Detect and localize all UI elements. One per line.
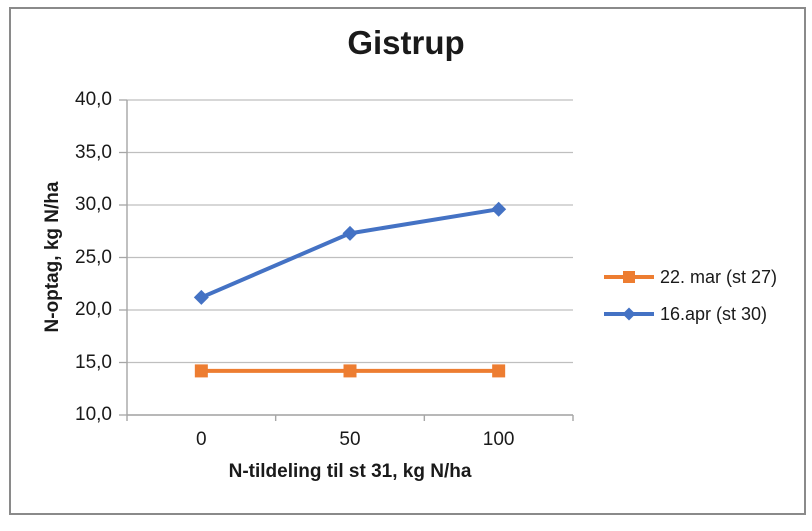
legend-diamond-marker-icon: [604, 307, 654, 321]
square-marker: [194, 364, 208, 378]
legend-square-marker-icon: [604, 271, 654, 283]
square-marker: [343, 364, 357, 378]
x-axis-title: N-tildeling til st 31, kg N/ha: [228, 461, 472, 482]
legend: 22. mar (st 27) 16.apr (st 30): [603, 264, 777, 327]
y-tick-label: 35,0: [75, 141, 112, 163]
x-tick-label: 50: [339, 429, 361, 450]
x-tick-label: 0: [196, 429, 207, 450]
x-tick-label: 100: [482, 429, 515, 450]
y-tick-label: 15,0: [75, 351, 112, 373]
chart-title: Gistrup: [347, 24, 465, 61]
y-tick-label: 30,0: [75, 194, 112, 215]
y-tick-label: 20,0: [75, 299, 112, 320]
chart-outer-border: [9, 7, 806, 515]
y-tick-label: 25,0: [75, 246, 112, 268]
square-marker: [492, 364, 506, 378]
legend-item-label: 22. mar (st 27): [660, 266, 778, 287]
y-tick-label: 40,0: [75, 89, 112, 110]
diamond-marker: [342, 225, 358, 241]
legend-item: 22. mar (st 27): [603, 264, 777, 290]
legend-item: 16.apr (st 30): [603, 301, 777, 327]
legend-item-label: 16.apr (st 30): [660, 303, 768, 324]
y-tick-label: 10,0: [75, 404, 112, 425]
series-line: [199, 207, 501, 300]
diamond-marker: [491, 201, 507, 217]
diamond-marker: [193, 289, 209, 305]
